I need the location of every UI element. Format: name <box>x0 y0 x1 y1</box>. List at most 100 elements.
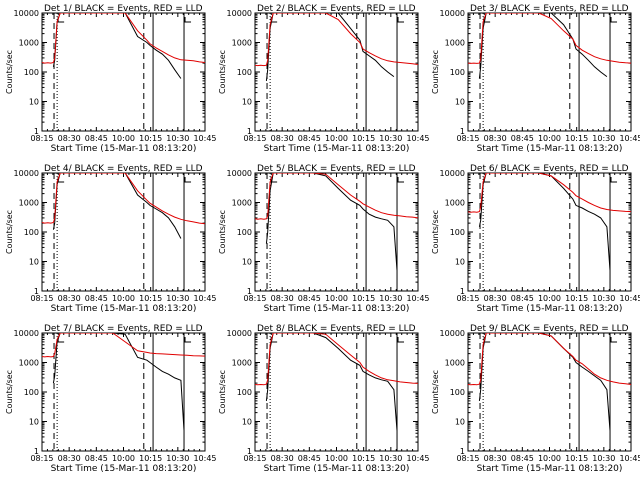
x-axis-label: Start Time (15-Mar-11 08:13:20) <box>477 304 623 314</box>
y-tick-label: 1 <box>247 447 252 456</box>
x-tick-label: 08:30 <box>484 294 507 303</box>
y-tick-label: 100 <box>450 68 465 77</box>
x-tick-label: 08:45 <box>511 454 534 463</box>
plot-frame <box>254 12 419 132</box>
y-tick-label: 10000 <box>440 329 465 338</box>
x-tick-label: 10:00 <box>112 294 135 303</box>
x-tick-label: 08:15 <box>243 134 266 143</box>
x-tick-label: 10:45 <box>193 454 216 463</box>
plot-frame <box>254 332 419 452</box>
y-tick-label: 1000 <box>445 359 465 368</box>
y-tick-label: 1 <box>460 447 465 456</box>
events-rate-line <box>265 333 398 431</box>
x-tick-label: 10:45 <box>193 294 216 303</box>
interval-marker <box>610 17 618 23</box>
y-tick-label: 10000 <box>440 169 465 178</box>
x-axis-label: Start Time (15-Mar-11 08:13:20) <box>264 304 410 314</box>
panel-title: Det 6/ BLACK = Events, RED = LLD <box>470 164 629 174</box>
x-tick-label: 10:00 <box>325 134 348 143</box>
x-tick-label: 10:30 <box>379 454 402 463</box>
events-rate-line <box>265 173 398 271</box>
x-tick-label: 10:30 <box>166 454 189 463</box>
y-tick-label: 10 <box>455 418 465 427</box>
panel-det-6: Det 6/ BLACK = Events, RED = LLD 1 10 100 10… <box>431 164 640 314</box>
plot-frame <box>467 12 632 132</box>
interval-marker <box>397 177 405 183</box>
x-axis-label: Start Time (15-Mar-11 08:13:20) <box>51 304 197 314</box>
panel-title: Det 4/ BLACK = Events, RED = LLD <box>44 164 203 174</box>
interval-marker <box>397 17 405 23</box>
y-axis-label: Counts/sec <box>218 50 227 94</box>
lld-rate-line <box>42 13 205 64</box>
x-tick-label: 10:30 <box>379 134 402 143</box>
interval-marker <box>184 177 192 183</box>
x-tick-label: 08:45 <box>511 134 534 143</box>
panel-det-3: Det 3/ BLACK = Events, RED = LLD 1 10 100 10… <box>431 4 640 154</box>
y-tick-label: 10000 <box>440 9 465 18</box>
x-tick-label: 08:15 <box>30 454 53 463</box>
y-tick-label: 10 <box>455 258 465 267</box>
y-tick-label: 1 <box>34 127 39 136</box>
panel-det-1: Det 1/ BLACK = Events, RED = LLD 1 10 100 10… <box>5 4 217 154</box>
x-tick-label: 10:15 <box>565 294 588 303</box>
y-tick-label: 10 <box>29 98 39 107</box>
y-tick-label: 1 <box>247 287 252 296</box>
y-tick-label: 1000 <box>232 39 252 48</box>
x-tick-label: 10:15 <box>352 454 375 463</box>
panel-title: Det 2/ BLACK = Events, RED = LLD <box>257 4 416 14</box>
x-tick-label: 10:30 <box>166 134 189 143</box>
y-tick-label: 10 <box>242 418 252 427</box>
x-tick-label: 10:45 <box>406 294 429 303</box>
x-tick-label: 08:45 <box>298 134 321 143</box>
panel-det-9: Det 9/ BLACK = Events, RED = LLD 1 10 100 10… <box>431 324 640 474</box>
panel-title: Det 3/ BLACK = Events, RED = LLD <box>470 4 629 14</box>
x-tick-label: 10:15 <box>139 294 162 303</box>
panel-det-2: Det 2/ BLACK = Events, RED = LLD 1 10 100 10… <box>218 4 430 154</box>
lld-rate-line <box>468 173 631 213</box>
panel-det-5: Det 5/ BLACK = Events, RED = LLD 1 10 100 10… <box>218 164 430 314</box>
plot-frame <box>254 172 419 292</box>
y-tick-label: 1 <box>34 447 39 456</box>
panel-title: Det 5/ BLACK = Events, RED = LLD <box>257 164 416 174</box>
x-tick-label: 10:00 <box>112 454 135 463</box>
plot-frame <box>41 12 206 132</box>
panel-title: Det 7/ BLACK = Events, RED = LLD <box>44 324 203 334</box>
y-tick-label: 10 <box>242 98 252 107</box>
x-tick-label: 08:30 <box>271 454 294 463</box>
y-tick-label: 100 <box>237 68 252 77</box>
interval-marker <box>184 337 192 343</box>
interval-marker <box>610 337 618 343</box>
x-tick-label: 08:15 <box>243 454 266 463</box>
events-rate-line <box>478 333 611 431</box>
x-tick-label: 08:45 <box>298 454 321 463</box>
x-axis-label: Start Time (15-Mar-11 08:13:20) <box>51 144 197 154</box>
x-tick-label: 10:15 <box>352 294 375 303</box>
x-tick-label: 08:45 <box>85 134 108 143</box>
x-tick-label: 10:15 <box>139 454 162 463</box>
y-tick-label: 1000 <box>19 199 39 208</box>
interval-marker <box>184 17 192 23</box>
lld-rate-line <box>255 173 418 220</box>
events-rate-line <box>52 333 185 431</box>
x-tick-label: 10:45 <box>406 454 429 463</box>
y-tick-label: 10000 <box>227 329 252 338</box>
x-tick-label: 10:00 <box>538 294 561 303</box>
y-tick-label: 100 <box>237 228 252 237</box>
y-axis-label: Counts/sec <box>5 50 14 94</box>
y-axis-label: Counts/sec <box>431 210 440 254</box>
x-tick-label: 08:30 <box>58 134 81 143</box>
y-axis-label: Counts/sec <box>5 210 14 254</box>
events-rate-line <box>52 13 182 79</box>
x-tick-label: 10:45 <box>406 134 429 143</box>
y-tick-label: 10000 <box>14 9 39 18</box>
y-tick-label: 10000 <box>14 169 39 178</box>
plot-frame <box>41 172 206 292</box>
x-axis-label: Start Time (15-Mar-11 08:13:20) <box>264 144 410 154</box>
interval-marker <box>610 177 618 183</box>
y-tick-label: 1000 <box>232 359 252 368</box>
x-tick-label: 10:30 <box>592 454 615 463</box>
lld-rate-line <box>468 333 631 386</box>
y-tick-label: 100 <box>24 228 39 237</box>
y-tick-label: 10000 <box>227 9 252 18</box>
